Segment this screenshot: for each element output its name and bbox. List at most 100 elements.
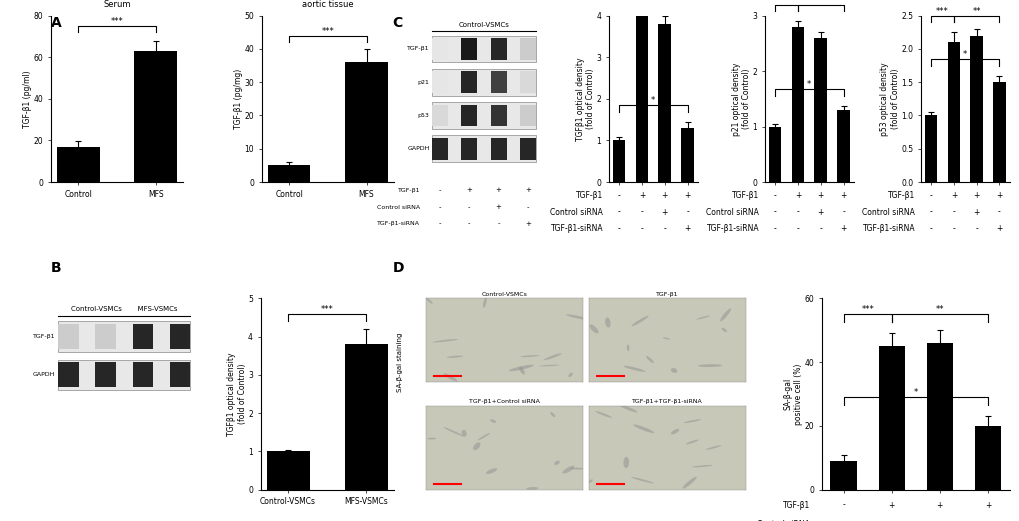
- Text: +: +: [638, 191, 644, 200]
- Ellipse shape: [568, 373, 573, 377]
- Text: ***: ***: [935, 7, 948, 16]
- Ellipse shape: [683, 419, 700, 423]
- Text: -: -: [952, 207, 955, 217]
- Text: B: B: [51, 260, 61, 275]
- Text: Control-VSMCs       MFS-VSMCs: Control-VSMCs MFS-VSMCs: [71, 306, 177, 312]
- Text: *: *: [650, 96, 655, 105]
- Ellipse shape: [604, 317, 610, 328]
- Ellipse shape: [588, 479, 592, 483]
- Text: -: -: [929, 207, 931, 217]
- Y-axis label: TGF-β1 (pg/ml): TGF-β1 (pg/ml): [23, 70, 33, 128]
- Ellipse shape: [685, 440, 698, 444]
- Text: -: -: [640, 224, 643, 233]
- Bar: [924, 116, 936, 182]
- Bar: [681, 128, 693, 182]
- Text: -: -: [618, 191, 620, 200]
- Ellipse shape: [631, 316, 648, 326]
- Text: +: +: [525, 188, 531, 193]
- Text: +: +: [972, 207, 979, 217]
- Text: TGF-β1: TGF-β1: [576, 191, 602, 200]
- Text: -: -: [618, 207, 620, 217]
- Text: -: -: [998, 207, 1000, 217]
- Text: ***: ***: [321, 27, 334, 35]
- Bar: [612, 141, 625, 182]
- Ellipse shape: [691, 465, 712, 467]
- Text: ***: ***: [780, 0, 792, 5]
- Text: -: -: [526, 204, 529, 210]
- Text: ***: ***: [860, 305, 873, 314]
- Text: +: +: [840, 191, 846, 200]
- Text: +: +: [984, 501, 990, 510]
- FancyBboxPatch shape: [431, 71, 447, 93]
- Text: -: -: [468, 204, 470, 210]
- FancyBboxPatch shape: [520, 138, 536, 159]
- Ellipse shape: [483, 297, 486, 308]
- Ellipse shape: [443, 427, 464, 437]
- Text: ***: ***: [110, 17, 123, 26]
- FancyBboxPatch shape: [490, 38, 506, 60]
- Text: *: *: [962, 50, 966, 59]
- FancyBboxPatch shape: [461, 105, 477, 126]
- Text: -: -: [773, 207, 775, 217]
- Text: ***: ***: [320, 305, 333, 314]
- Bar: [969, 35, 982, 182]
- Text: -: -: [929, 224, 931, 233]
- Text: -: -: [842, 519, 844, 521]
- Text: TGF-β1: TGF-β1: [33, 334, 55, 339]
- Ellipse shape: [520, 355, 539, 357]
- FancyBboxPatch shape: [520, 105, 536, 126]
- Text: -: -: [686, 207, 688, 217]
- Bar: [658, 24, 671, 182]
- Bar: [57, 147, 100, 182]
- Title: TGF-β1: TGF-β1: [655, 292, 678, 296]
- Text: GAPDH: GAPDH: [33, 373, 55, 377]
- FancyBboxPatch shape: [461, 38, 477, 60]
- Text: +: +: [935, 519, 943, 521]
- Bar: [344, 344, 387, 490]
- FancyBboxPatch shape: [431, 38, 447, 60]
- Y-axis label: p53 optical density
(fold of Control): p53 optical density (fold of Control): [879, 62, 899, 135]
- FancyBboxPatch shape: [431, 105, 447, 126]
- Text: +: +: [972, 191, 979, 200]
- Text: -: -: [952, 224, 955, 233]
- FancyBboxPatch shape: [132, 324, 153, 349]
- Ellipse shape: [720, 328, 727, 332]
- Text: -: -: [640, 207, 643, 217]
- Text: p21: p21: [418, 80, 429, 85]
- Text: SA-β-gal staining: SA-β-gal staining: [396, 332, 403, 392]
- Title: TGF-β1+Control siRNA: TGF-β1+Control siRNA: [469, 399, 539, 404]
- Text: TGF-β1-siRNA: TGF-β1-siRNA: [862, 224, 914, 233]
- Text: -: -: [438, 204, 441, 210]
- Ellipse shape: [549, 412, 554, 417]
- Bar: [344, 62, 387, 182]
- Text: +: +: [817, 207, 823, 217]
- Text: TGF-β1: TGF-β1: [782, 501, 809, 510]
- Ellipse shape: [697, 364, 721, 367]
- Ellipse shape: [705, 445, 720, 450]
- FancyBboxPatch shape: [520, 38, 536, 60]
- Text: Control siRNA: Control siRNA: [705, 207, 758, 217]
- Y-axis label: TGF-β1 (pg/mg): TGF-β1 (pg/mg): [234, 69, 243, 129]
- Text: +: +: [817, 191, 823, 200]
- Ellipse shape: [477, 433, 490, 440]
- Text: -: -: [438, 188, 441, 193]
- Ellipse shape: [671, 429, 679, 435]
- Text: +: +: [840, 224, 846, 233]
- FancyBboxPatch shape: [431, 138, 447, 159]
- FancyBboxPatch shape: [461, 71, 477, 93]
- Bar: [947, 42, 959, 182]
- Bar: [837, 110, 849, 182]
- Text: -: -: [818, 224, 821, 233]
- Text: +: +: [996, 191, 1002, 200]
- Text: -: -: [929, 191, 931, 200]
- FancyBboxPatch shape: [58, 363, 78, 387]
- Text: -: -: [842, 501, 844, 510]
- Text: *: *: [913, 388, 917, 397]
- Text: C: C: [392, 16, 403, 30]
- Text: TGF-β1: TGF-β1: [732, 191, 758, 200]
- Ellipse shape: [446, 356, 463, 358]
- Text: +: +: [996, 224, 1002, 233]
- Ellipse shape: [682, 477, 696, 489]
- Text: +: +: [466, 188, 472, 193]
- Text: p53: p53: [418, 113, 429, 118]
